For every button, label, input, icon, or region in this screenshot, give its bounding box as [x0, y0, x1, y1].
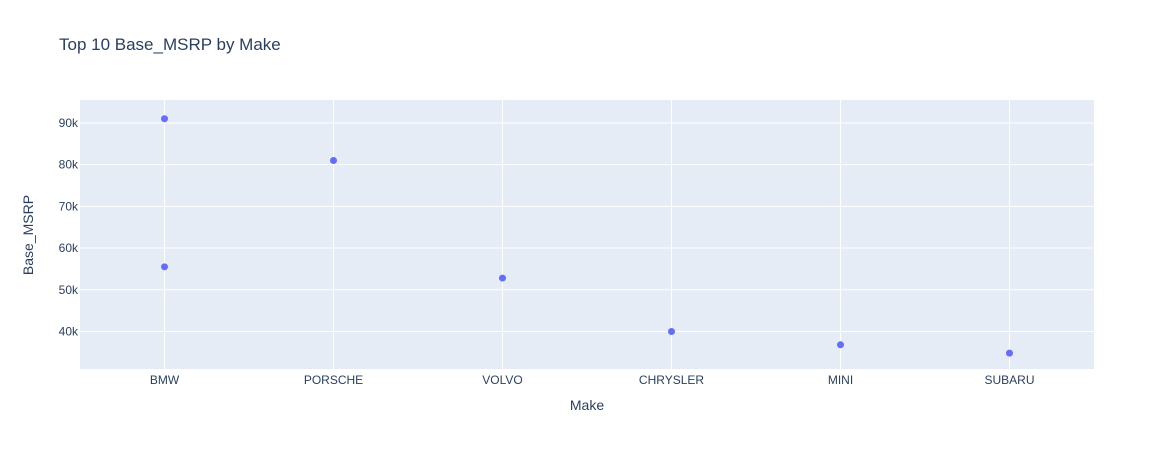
x-axis-title: Make [570, 397, 604, 413]
y-axis-ticks: 40k 50k 60k 70k 80k 90k [59, 116, 79, 339]
scatter-point[interactable] [161, 263, 168, 271]
y-tick-label: 50k [59, 283, 79, 297]
scatter-point[interactable] [499, 274, 506, 282]
x-axis-ticks: BMW PORSCHE VOLVO CHRYSLER MINI SUBARU [150, 373, 1035, 387]
y-tick-label: 70k [59, 199, 79, 213]
grid-lines [80, 100, 1094, 369]
x-tick-label: PORSCHE [304, 373, 363, 387]
data-points [161, 115, 1013, 357]
plot-area [80, 100, 1094, 369]
y-axis-title: Base_MSRP [20, 195, 36, 275]
y-tick-label: 90k [59, 116, 79, 130]
scatter-point[interactable] [668, 327, 675, 335]
y-tick-label: 60k [59, 241, 79, 255]
scatter-point[interactable] [1006, 349, 1013, 357]
y-tick-label: 80k [59, 158, 79, 172]
x-tick-label: BMW [150, 373, 180, 387]
scatter-point[interactable] [837, 341, 844, 349]
scatter-point[interactable] [161, 115, 168, 123]
x-tick-label: MINI [828, 373, 853, 387]
x-tick-label: SUBARU [984, 373, 1034, 387]
x-tick-label: CHRYSLER [639, 373, 704, 387]
chart-title: Top 10 Base_MSRP by Make [59, 35, 281, 54]
y-tick-label: 40k [59, 324, 79, 338]
scatter-point[interactable] [330, 156, 337, 164]
x-tick-label: VOLVO [482, 373, 522, 387]
